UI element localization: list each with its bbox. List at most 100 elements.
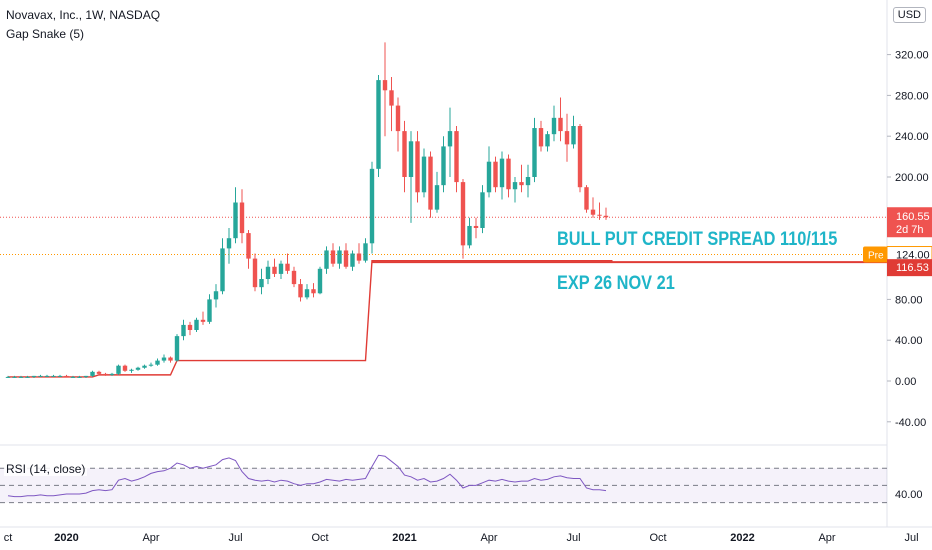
symbol-title[interactable]: Novavax, Inc., 1W, NASDAQ [6, 8, 161, 22]
candle [551, 105, 557, 142]
candle [512, 177, 518, 203]
candle-body [122, 365, 128, 371]
candle [460, 179, 466, 259]
candle-body [291, 270, 297, 285]
price-axis[interactable]: 320.00280.00240.00200.00160.00120.0080.0… [887, 50, 929, 429]
candle [311, 283, 316, 298]
time-axis[interactable]: ct 2020 Apr Jul Oct 2021 Apr Jul Oct 2022 Apr Jul [4, 532, 919, 544]
rsi-tick-label: 40.00 [895, 489, 923, 501]
time-tick-label: ct [4, 532, 13, 544]
candle [181, 319, 186, 341]
candle [5, 375, 11, 378]
candle [96, 370, 102, 375]
candle-body [584, 187, 589, 210]
candle-body [519, 182, 524, 186]
candle-body [369, 168, 375, 244]
candle [298, 279, 303, 302]
candle [12, 375, 17, 378]
candle [233, 187, 238, 244]
candle-body [252, 258, 258, 288]
time-tick-label: Apr [142, 532, 159, 544]
candle-body [343, 250, 349, 267]
candle-body [220, 248, 225, 292]
candle [571, 115, 576, 149]
time-tick-label: Jul [566, 532, 580, 544]
candle-body [181, 324, 186, 337]
candle [25, 375, 30, 378]
candle-body [330, 250, 336, 264]
candle [324, 246, 329, 274]
candle-body [493, 161, 498, 188]
candle [538, 120, 544, 152]
rsi-legend[interactable]: RSI (14, close) [4, 462, 88, 476]
candle [337, 246, 342, 269]
candle-body [246, 233, 251, 259]
currency-selector[interactable]: USD [892, 7, 926, 23]
candle-body [90, 371, 95, 376]
candle [558, 97, 563, 142]
candle [350, 250, 355, 271]
candle [343, 243, 349, 269]
pre-tag-badge [863, 246, 887, 263]
candle [545, 131, 550, 152]
candle-body [103, 373, 108, 375]
candle [317, 266, 323, 295]
candle [356, 243, 362, 264]
candle [83, 375, 89, 378]
candle [480, 185, 485, 234]
candle [213, 284, 219, 308]
candle [506, 154, 511, 198]
candle-body [207, 299, 212, 322]
candle [57, 374, 63, 377]
price-tick-label: 200.00 [895, 172, 929, 184]
candle [447, 107, 453, 177]
candle [265, 260, 271, 285]
candle-body [174, 336, 180, 361]
indicator-legend[interactable]: Gap Snake (5) [6, 27, 85, 41]
candle-body [213, 291, 219, 300]
time-tick-label: Oct [311, 532, 328, 544]
candle-body [603, 215, 609, 218]
candle-body [376, 80, 381, 169]
candle [31, 375, 37, 378]
candle-body [187, 324, 193, 330]
candle-body [83, 375, 89, 377]
price-tick-label: 320.00 [895, 50, 929, 62]
candle-body [44, 375, 50, 377]
time-tick-label: Jul [228, 532, 242, 544]
annotation-expiry: EXP 26 NOV 21 [557, 273, 675, 294]
candle-body [148, 364, 154, 366]
candle-body [265, 266, 271, 279]
candle [272, 258, 277, 277]
time-tick-label: Jul [904, 532, 918, 544]
gap-snake-path [8, 259, 613, 378]
candle-body [38, 375, 43, 377]
candle-body [454, 131, 459, 183]
annotation-spread: BULL PUT CREDIT SPREAD 110/115 [557, 229, 838, 250]
candle [90, 370, 95, 377]
candle-body [239, 202, 245, 234]
candle-body [194, 319, 199, 330]
candle [64, 374, 69, 377]
candle [109, 372, 115, 376]
price-tick-label: 80.00 [895, 294, 923, 306]
candle [291, 266, 297, 288]
candle [382, 42, 388, 137]
candle-body [441, 146, 446, 186]
time-tick-label: 2022 [730, 532, 754, 544]
candle-body [512, 182, 518, 190]
candle [278, 260, 284, 279]
candle [168, 356, 173, 363]
candle-body [545, 134, 550, 147]
candle [246, 230, 251, 269]
candle [395, 97, 401, 152]
candle [135, 366, 141, 371]
candle [103, 372, 108, 376]
candle-body [382, 80, 388, 91]
price-tick-label: 280.00 [895, 90, 929, 102]
last-price-value: 160.55 [896, 211, 930, 223]
candle [122, 364, 128, 372]
candle-body [525, 177, 531, 186]
candle [148, 362, 154, 367]
